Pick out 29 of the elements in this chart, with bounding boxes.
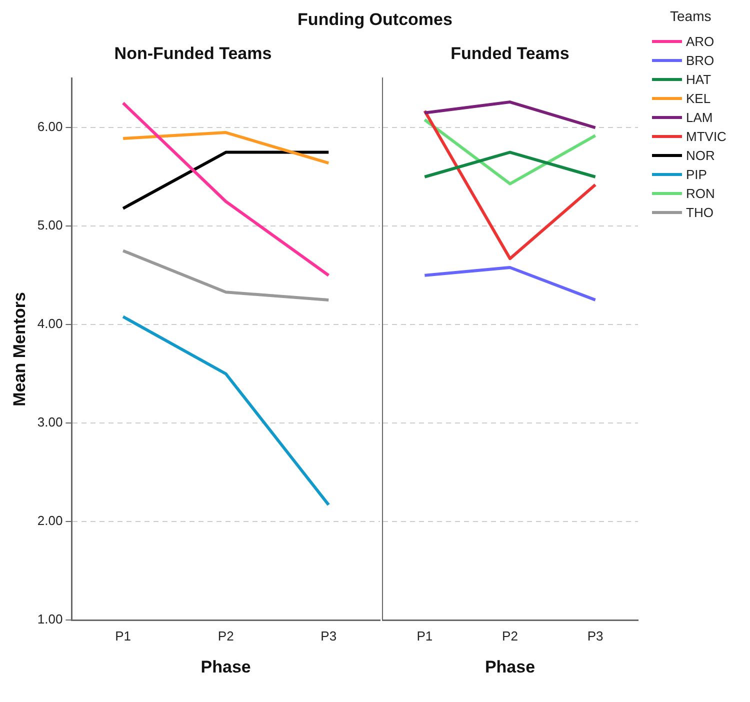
legend-label: HAT: [686, 72, 712, 87]
x-tick-label: P2: [502, 628, 518, 644]
y-axis-title: Mean Mentors: [10, 292, 29, 406]
legend-label: MTVIC: [686, 129, 726, 144]
legend-label: ARO: [686, 34, 714, 49]
y-tick-label: 2.00: [37, 513, 63, 528]
legend-label: RON: [686, 186, 715, 201]
y-tick-label: 3.00: [37, 414, 63, 430]
legend-label: PIP: [686, 167, 707, 182]
legend-label: THO: [686, 205, 714, 220]
legend-title: Teams: [670, 8, 712, 24]
legend-label: BRO: [686, 53, 714, 68]
y-tick-label: 5.00: [37, 218, 63, 233]
x-tick-label: P1: [115, 628, 132, 644]
x-axis-title: Phase: [200, 657, 251, 676]
x-axis-title: Phase: [484, 657, 536, 676]
x-tick-label: P3: [320, 628, 337, 644]
y-tick-label: 6.00: [37, 119, 63, 134]
legend-label: NOR: [686, 148, 715, 163]
legend-label: KEL: [686, 91, 711, 106]
chart-subtitle: Funded Teams: [450, 44, 570, 63]
chart-title: Funding Outcomes: [298, 10, 452, 29]
x-tick-label: P3: [587, 628, 604, 644]
y-tick-label: 1.00: [37, 612, 63, 627]
legend-label: LAM: [686, 110, 713, 125]
chart-subtitle: Non-Funded Teams: [114, 44, 272, 63]
x-tick-label: P2: [218, 628, 234, 644]
y-tick-label: 4.00: [37, 316, 63, 332]
x-tick-label: P1: [416, 628, 433, 644]
